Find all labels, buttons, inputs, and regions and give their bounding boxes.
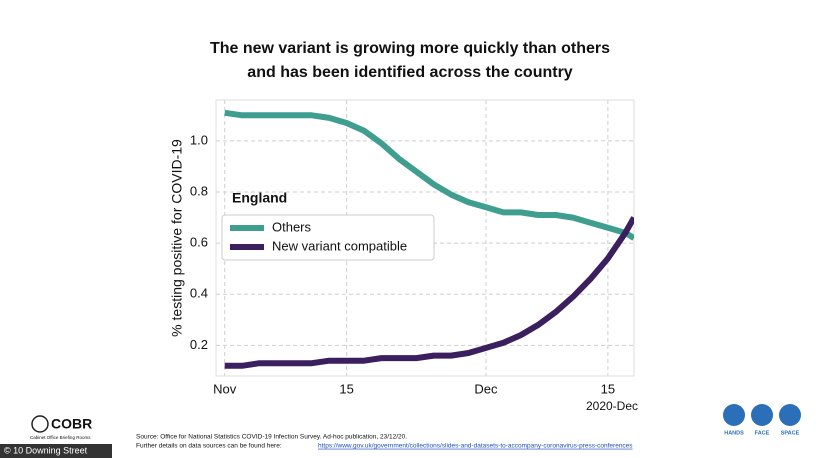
link[interactable]: https://www.gov.uk/government/collection… bbox=[318, 443, 633, 450]
crest bbox=[31, 415, 49, 433]
x-tick-label: Dec bbox=[474, 381, 498, 396]
legend-label: New variant compatible bbox=[272, 238, 407, 253]
y-tick-label: 0.2 bbox=[190, 337, 208, 352]
icon-label: SPACE bbox=[781, 430, 800, 436]
source: Source: Office for National Statistics C… bbox=[136, 434, 407, 441]
y-tick-label: 0.4 bbox=[190, 286, 208, 301]
title-line: and has been identified across the count… bbox=[247, 64, 573, 81]
copyright-bg bbox=[0, 444, 112, 458]
icon bbox=[779, 404, 801, 426]
legend-label: Others bbox=[272, 219, 312, 234]
x-axis-note: 2020-Dec bbox=[586, 399, 638, 413]
hands-face-space: HANDS FACE SPACE bbox=[723, 404, 801, 436]
details: Further details on data sources can be f… bbox=[136, 443, 282, 450]
y-tick-label: 0.6 bbox=[190, 235, 208, 250]
legend-box bbox=[221, 214, 435, 261]
series-line bbox=[224, 216, 634, 369]
cobr-logo: COBR Cabinet Office Briefing Rooms bbox=[30, 415, 92, 440]
logo-text: COBR bbox=[51, 416, 92, 432]
logo-sub: Cabinet Office Briefing Rooms bbox=[30, 435, 91, 440]
x-tick-label: Nov bbox=[213, 381, 237, 396]
y-tick-label: 1.0 bbox=[190, 132, 208, 147]
copyright: © 10 Downing Street bbox=[4, 445, 88, 455]
y-tick-label: 0.8 bbox=[190, 183, 208, 198]
x-tick-label: 15 bbox=[339, 381, 353, 396]
y-axis-label: % testing positive for COVID-19 bbox=[169, 139, 185, 337]
icon bbox=[723, 404, 745, 426]
series-line bbox=[224, 109, 634, 241]
icon bbox=[751, 404, 773, 426]
icon-label: HANDS bbox=[724, 430, 744, 436]
title-line: The new variant is growing more quickly … bbox=[210, 40, 610, 57]
x-tick-label: 15 bbox=[601, 381, 615, 396]
icon-label: FACE bbox=[755, 430, 770, 436]
legend-title: England bbox=[232, 190, 287, 206]
